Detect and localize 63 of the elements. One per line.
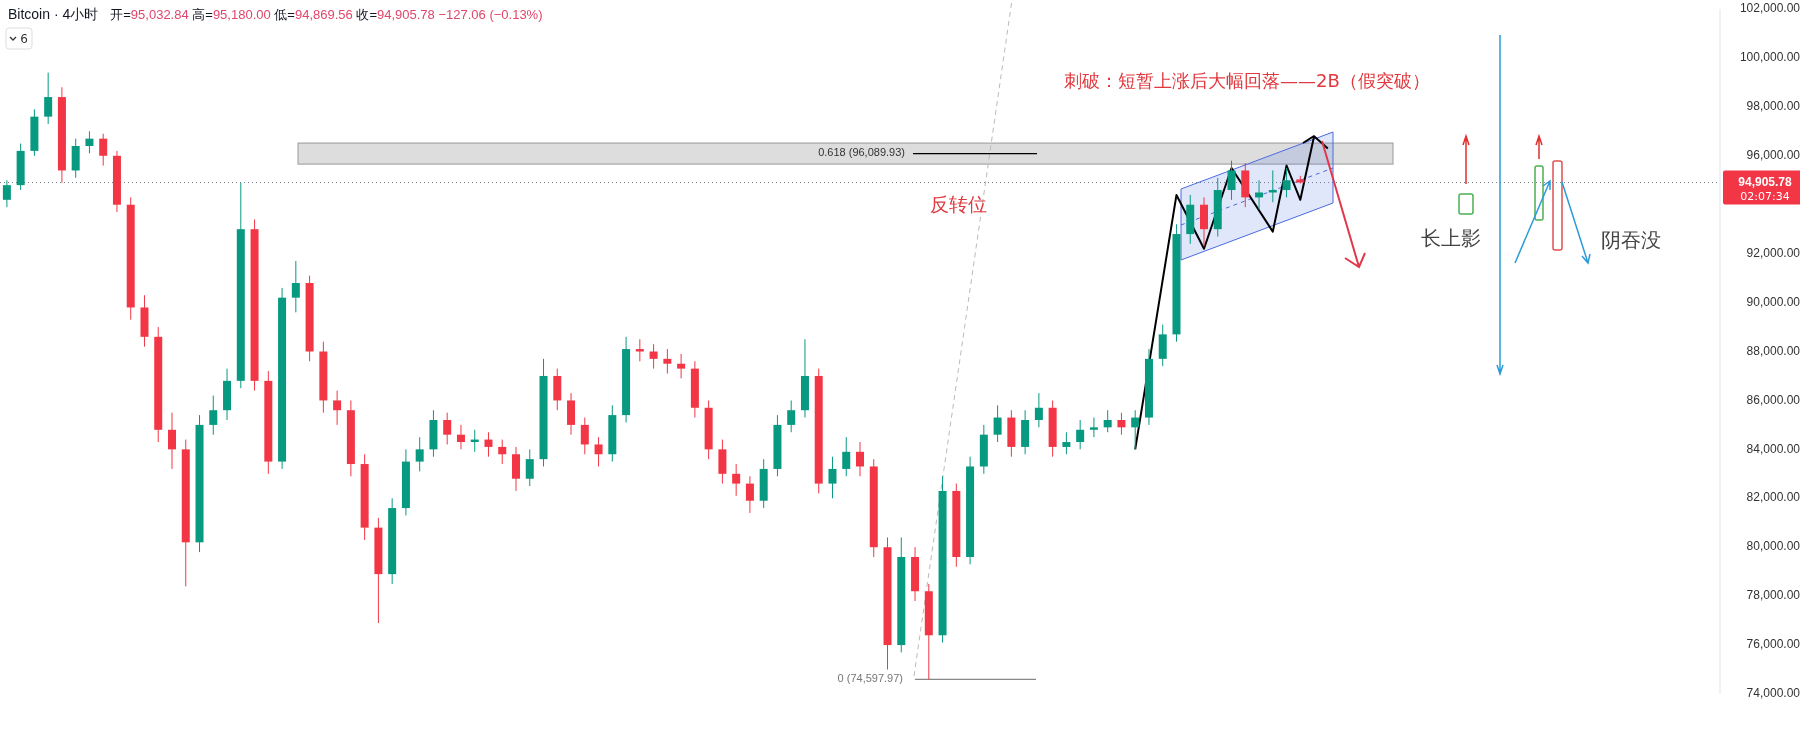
candlestick — [484, 431, 493, 458]
candlestick — [745, 475, 754, 514]
line-series — [1134, 135, 1329, 451]
candlestick — [291, 260, 300, 313]
candlestick — [525, 448, 534, 487]
candlestick — [333, 390, 342, 426]
chart-title: Bitcoin · 4小时 — [8, 6, 99, 22]
y-tick-label: 92,000.00 — [1746, 245, 1801, 260]
chart-subtitle: 开=95,032.84 高=95,180.00 低=94,869.56 收=94,905.78 −127.06 (−0.13%) — [110, 7, 543, 22]
candlestick — [732, 463, 741, 497]
candlestick — [1255, 179, 1264, 211]
candlestick — [2, 179, 11, 208]
ref-line-label: 0.618 (96,089.93) — [818, 146, 905, 159]
candlestick — [1076, 419, 1085, 450]
candlestick — [209, 395, 218, 436]
candlestick — [168, 412, 176, 470]
y-tick-label: 86,000.00 — [1746, 392, 1801, 407]
candlestick — [85, 130, 94, 154]
y-tick-label: 88,000.00 — [1746, 343, 1801, 358]
candlestick — [677, 353, 686, 379]
candlestick — [993, 404, 1002, 443]
y-tick-label: 90,000.00 — [1746, 294, 1801, 309]
candlestick — [415, 436, 424, 472]
candlestick — [1131, 409, 1140, 450]
y-tick-label: 98,000.00 — [1746, 99, 1801, 114]
y-tick-label: 78,000.00 — [1746, 588, 1801, 603]
candlestick — [443, 412, 452, 445]
candlestick — [580, 417, 589, 455]
candlestick — [856, 441, 864, 477]
y-tick-label: 100,000.00 — [1739, 50, 1801, 65]
y-tick-label: 80,000.00 — [1746, 539, 1801, 554]
ref-line-label: 0 (74,597.97) — [837, 672, 903, 685]
candlestick — [1227, 160, 1236, 201]
annotation: 阴吞没 — [1601, 227, 1661, 252]
candlestick — [1034, 392, 1043, 428]
candlestick — [635, 338, 644, 362]
annotation: 反转位 — [930, 192, 987, 215]
candlestick — [1103, 409, 1112, 433]
y-tick-label: 84,000.00 — [1746, 441, 1801, 456]
ref-line-label: 94,905.78 — [1738, 174, 1793, 189]
y-tick-label: 102,000.00 — [1739, 1, 1801, 16]
candlestick — [594, 436, 603, 467]
candlestick — [787, 399, 796, 433]
candlestick — [663, 348, 672, 375]
candlestick — [1062, 431, 1071, 455]
candlestick — [44, 72, 53, 125]
y-tick-label: 96,000.00 — [1746, 147, 1801, 162]
candlestick — [456, 424, 465, 450]
candlestick — [1282, 167, 1291, 198]
y-tick-label: 74,000.00 — [1746, 686, 1801, 701]
text: 02:07:34 — [1740, 190, 1790, 203]
candlestick — [1089, 417, 1098, 438]
candlestick — [99, 133, 108, 167]
y-tick-label: 82,000.00 — [1746, 490, 1801, 505]
candlestick — [1117, 412, 1126, 436]
annotation: 6 — [20, 31, 28, 46]
annotation: 长上影 — [1421, 225, 1481, 250]
candlestick — [649, 343, 658, 370]
candlestick — [842, 436, 851, 477]
y-tick-label: 76,000.00 — [1746, 637, 1801, 652]
candlestick — [498, 439, 507, 465]
annotation: 刺破：短暂上涨后大幅回落——2B（假突破） — [1064, 70, 1430, 91]
candlestick — [828, 456, 837, 499]
